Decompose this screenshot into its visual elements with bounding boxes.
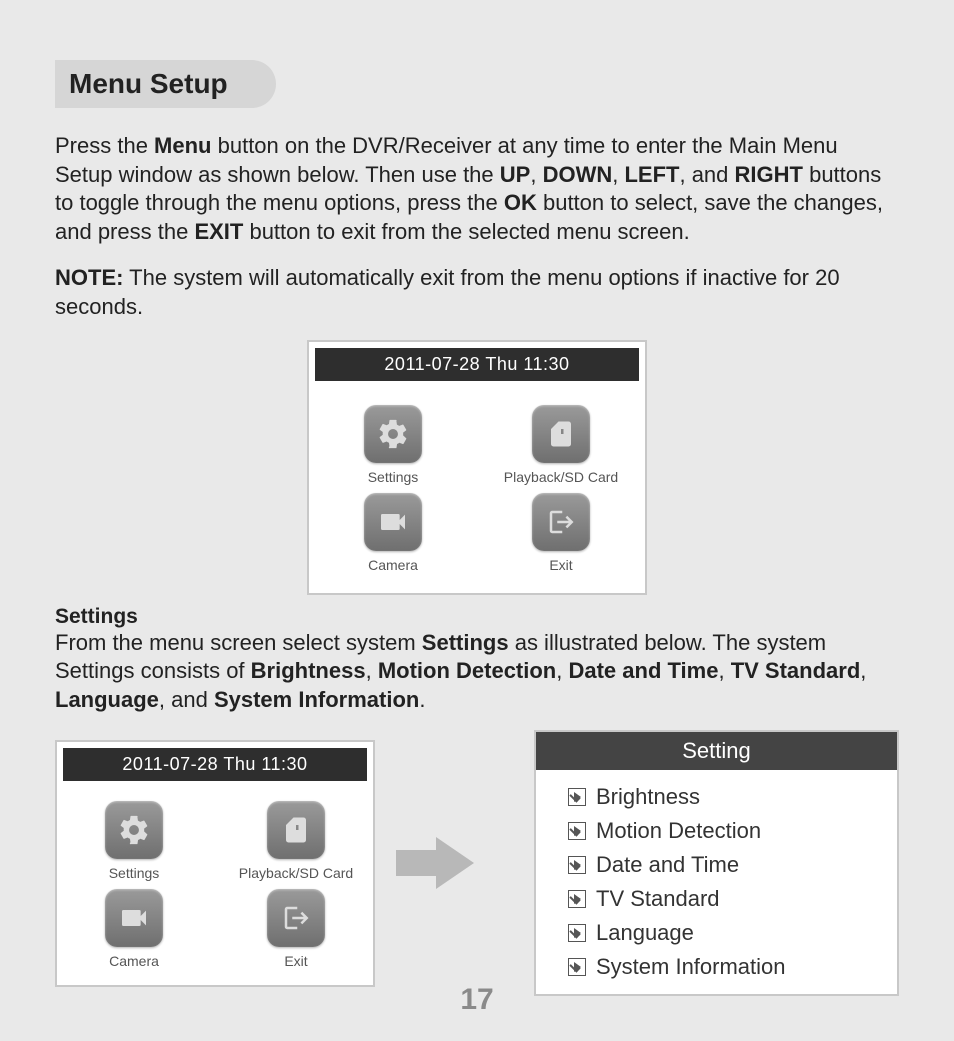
settings-heading: Settings [55, 605, 899, 629]
setting-label: TV Standard [596, 886, 720, 912]
setting-row-language[interactable]: Language [568, 916, 877, 950]
dvr-main-menu-small: 2011-07-28 Thu 11:30 Settings Playback/S… [55, 740, 375, 987]
text: , and [159, 687, 214, 712]
setting-row-tvstandard[interactable]: TV Standard [568, 882, 877, 916]
text: Press the [55, 133, 154, 158]
section-title-wrap: Menu Setup [55, 60, 899, 108]
dvr-label-exit: Exit [549, 557, 572, 573]
exit-icon [532, 493, 590, 551]
dvr-item-playback[interactable]: Playback/SD Card [501, 405, 621, 485]
dvr-panel-center: 2011-07-28 Thu 11:30 Settings Playback/S… [55, 340, 899, 595]
dvr-timestamp-small: 2011-07-28 Thu 11:30 [63, 748, 367, 781]
gear-icon [364, 405, 422, 463]
page-number: 17 [0, 983, 954, 1017]
text: , [530, 162, 542, 187]
intro-paragraph: Press the Menu button on the DVR/Receive… [55, 132, 899, 246]
up-label: UP [500, 162, 531, 187]
dvr-item-exit[interactable]: Exit [501, 493, 621, 573]
setting-label: Motion Detection [596, 818, 761, 844]
bullet-icon [568, 788, 586, 806]
setting-row-datetime[interactable]: Date and Time [568, 848, 877, 882]
setting-label: System Information [596, 954, 786, 980]
dvr-label: Exit [284, 953, 307, 969]
dvr-grid: Settings Playback/SD Card Camera [315, 381, 639, 587]
dvr-label: Playback/SD Card [239, 865, 353, 881]
setting-row-sysinfo[interactable]: System Information [568, 950, 877, 984]
dvr-grid-small: Settings Playback/SD Card Camera [63, 781, 367, 979]
settings-paragraph: From the menu screen select system Setti… [55, 629, 899, 715]
dvr-label: Camera [109, 953, 159, 969]
dvr-item-camera[interactable]: Camera [333, 493, 453, 573]
sdcard-icon [267, 801, 325, 859]
dvr-label-playback: Playback/SD Card [504, 469, 618, 485]
bottom-row: 2011-07-28 Thu 11:30 Settings Playback/S… [55, 730, 899, 996]
b: System Information [214, 687, 419, 712]
dvr-item-playback[interactable]: Playback/SD Card [236, 801, 356, 881]
settings-list-body: Brightness Motion Detection Date and Tim… [536, 770, 897, 994]
ok-label: OK [504, 190, 537, 215]
bullet-icon [568, 856, 586, 874]
dvr-item-camera[interactable]: Camera [74, 889, 194, 969]
arrow-icon [400, 837, 510, 889]
menu-label: Menu [154, 133, 211, 158]
dvr-item-exit[interactable]: Exit [236, 889, 356, 969]
dvr-label-camera: Camera [368, 557, 418, 573]
text: . [419, 687, 425, 712]
dvr-main-menu: 2011-07-28 Thu 11:30 Settings Playback/S… [307, 340, 647, 595]
dvr-item-settings[interactable]: Settings [333, 405, 453, 485]
setting-label: Brightness [596, 784, 700, 810]
camera-icon [105, 889, 163, 947]
sdcard-icon [532, 405, 590, 463]
note-label: NOTE: [55, 265, 123, 290]
b: Motion Detection [378, 658, 556, 683]
camera-icon [364, 493, 422, 551]
right-label: RIGHT [735, 162, 803, 187]
left-label: LEFT [624, 162, 679, 187]
dvr-timestamp: 2011-07-28 Thu 11:30 [315, 348, 639, 381]
settings-list-panel: Setting Brightness Motion Detection Date… [534, 730, 899, 996]
bullet-icon [568, 822, 586, 840]
text: From the menu screen select system [55, 630, 422, 655]
b: Language [55, 687, 159, 712]
exit-label: EXIT [194, 219, 243, 244]
bullet-icon [568, 958, 586, 976]
b: TV Standard [731, 658, 861, 683]
text: button to exit from the selected menu sc… [243, 219, 689, 244]
text: , and [679, 162, 734, 187]
bullet-icon [568, 924, 586, 942]
setting-row-brightness[interactable]: Brightness [568, 780, 877, 814]
setting-label: Date and Time [596, 852, 739, 878]
text: , [366, 658, 378, 683]
dvr-label: Settings [109, 865, 160, 881]
b: Brightness [251, 658, 366, 683]
dvr-item-settings[interactable]: Settings [74, 801, 194, 881]
setting-row-motion[interactable]: Motion Detection [568, 814, 877, 848]
exit-icon [267, 889, 325, 947]
text: , [612, 162, 624, 187]
section-title: Menu Setup [55, 60, 276, 108]
bullet-icon [568, 890, 586, 908]
b: Date and Time [568, 658, 718, 683]
dvr-label-settings: Settings [368, 469, 419, 485]
gear-icon [105, 801, 163, 859]
note-paragraph: NOTE: The system will automatically exit… [55, 264, 899, 321]
content-area: Menu Setup Press the Menu button on the … [0, 0, 954, 996]
text: , [556, 658, 568, 683]
b: Settings [422, 630, 509, 655]
text: , [718, 658, 730, 683]
setting-label: Language [596, 920, 694, 946]
manual-page: Menu Setup Press the Menu button on the … [0, 0, 954, 1041]
text: , [860, 658, 866, 683]
settings-list-title: Setting [536, 732, 897, 770]
down-label: DOWN [543, 162, 613, 187]
note-text: The system will automatically exit from … [55, 265, 840, 319]
